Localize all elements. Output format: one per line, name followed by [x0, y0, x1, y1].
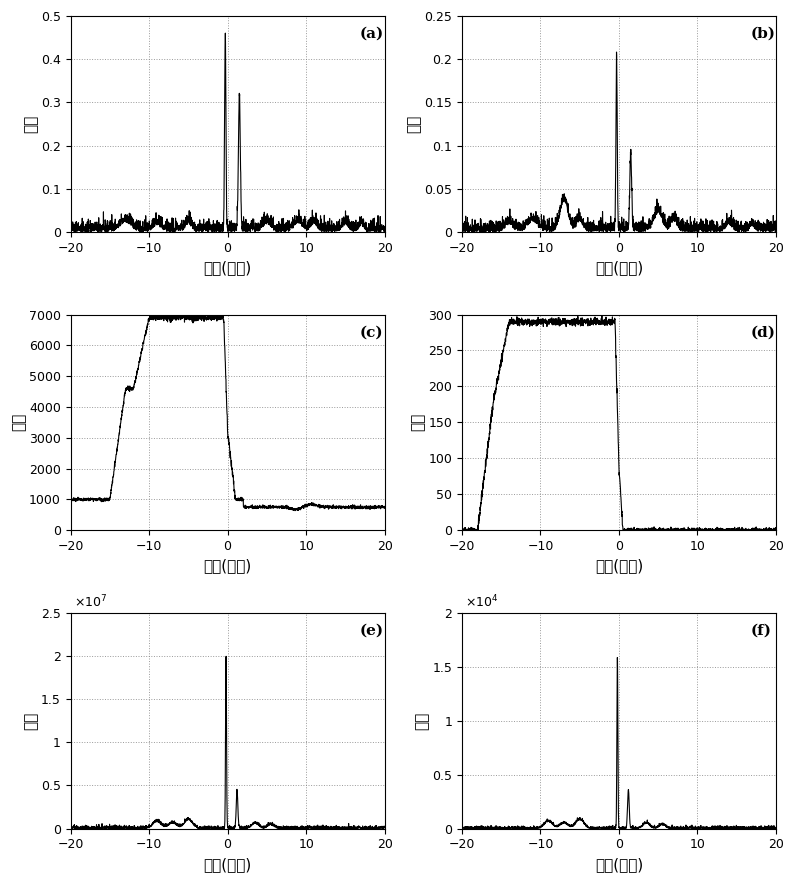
Text: (a): (a) — [359, 26, 384, 41]
Y-axis label: 幅度: 幅度 — [11, 413, 26, 432]
Y-axis label: 幅度: 幅度 — [414, 712, 429, 730]
Text: (c): (c) — [359, 325, 383, 339]
Text: (e): (e) — [359, 623, 384, 638]
X-axis label: 时间(样本): 时间(样本) — [204, 857, 252, 872]
X-axis label: 时间(样本): 时间(样本) — [204, 558, 252, 573]
Y-axis label: 幅度: 幅度 — [410, 413, 425, 432]
Y-axis label: 幅度: 幅度 — [23, 712, 38, 730]
Text: (b): (b) — [750, 26, 776, 41]
Text: $\times10^4$: $\times10^4$ — [465, 594, 498, 611]
Text: (d): (d) — [750, 325, 776, 339]
X-axis label: 时间(样本): 时间(样本) — [204, 260, 252, 275]
X-axis label: 时间(样本): 时间(样本) — [595, 558, 643, 573]
X-axis label: 时间(样本): 时间(样本) — [595, 260, 643, 275]
X-axis label: 时间(样本): 时间(样本) — [595, 857, 643, 872]
Text: $\times10^7$: $\times10^7$ — [74, 594, 107, 611]
Y-axis label: 幅度: 幅度 — [406, 115, 421, 133]
Text: (f): (f) — [750, 623, 772, 638]
Y-axis label: 幅度: 幅度 — [23, 115, 38, 133]
